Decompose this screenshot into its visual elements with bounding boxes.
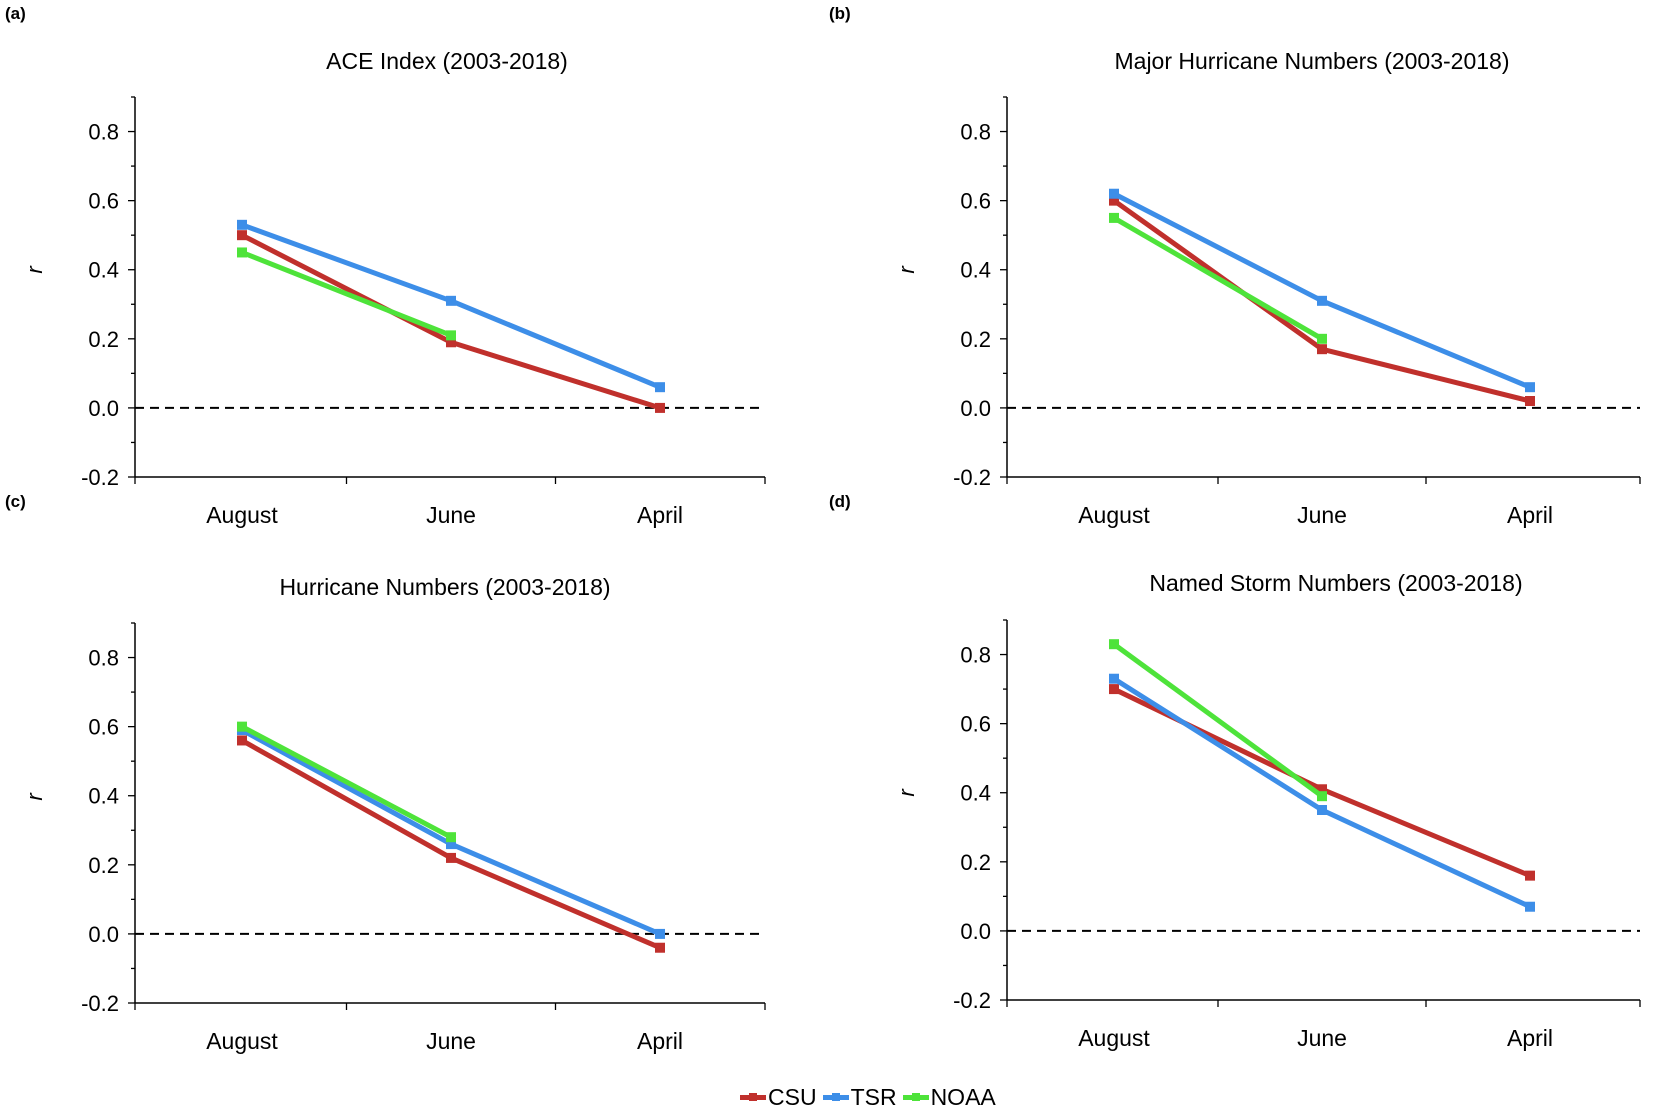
p1-point-csu [1109, 195, 1119, 206]
p1-y-tick-label: -0.2 [953, 465, 991, 490]
p1-y-tick-label: 0.6 [960, 189, 991, 214]
p2-series-noaa [240, 724, 453, 840]
p2-point-csu [655, 942, 665, 953]
p3-y-tick-label: 0.8 [960, 643, 991, 668]
p2-y-tick-label: 0.6 [88, 715, 119, 740]
p0-y-axis-label: r [22, 265, 47, 274]
p0-series-noaa [241, 250, 452, 338]
legend-item-csu: CSU [740, 1084, 817, 1111]
p2-point-tsr [655, 928, 665, 939]
p1-y-tick-label: 0.2 [960, 327, 991, 352]
p3-point-tsr [1109, 673, 1119, 684]
p1-y-axis-label: r [894, 265, 919, 274]
p1-point-tsr [1525, 382, 1535, 393]
p3-y-tick-label: 0.2 [960, 850, 991, 875]
p3-y-tick-label: 0.4 [960, 781, 991, 806]
p0-x-tick-label: April [637, 502, 683, 528]
p3-point-tsr [1317, 805, 1327, 815]
p2-point-csu [237, 735, 247, 746]
p1-x-tick-label: April [1507, 502, 1553, 528]
p1-point-tsr [1109, 188, 1119, 199]
p3-point-tsr [1525, 901, 1535, 912]
p0-y-tick-label: 0.4 [88, 258, 119, 283]
p3-series-noaa [1112, 642, 1324, 799]
p2-x-tick-label: April [637, 1028, 683, 1054]
p2-x-tick-label: June [426, 1028, 476, 1054]
panel-label-c: (c) [5, 492, 26, 511]
p0-x-tick-label: June [426, 502, 476, 528]
p1-series-noaa [1112, 215, 1324, 341]
p0-y-tick-label: -0.2 [81, 465, 119, 490]
p0-point-tsr [655, 382, 665, 393]
p2-x-tick-label: August [206, 1028, 278, 1054]
p3-point-csu [1525, 870, 1535, 881]
p1-point-csu [1525, 396, 1535, 406]
p0-point-noaa [237, 247, 247, 258]
p0-point-tsr [237, 219, 247, 230]
p0-series-tsr [241, 222, 661, 390]
p3-point-csu [1109, 684, 1119, 695]
panel-label-a: (a) [5, 4, 26, 23]
p2-y-axis-label: r [22, 792, 47, 801]
p0-point-noaa [446, 330, 456, 341]
p1-point-noaa [1109, 212, 1119, 223]
chart-title-b: Major Hurricane Numbers (2003-2018) [1114, 48, 1510, 74]
panel-label-b: (b) [829, 4, 851, 23]
legend-label-tsr: TSR [850, 1084, 897, 1110]
p1-y-tick-label: 0.8 [960, 120, 991, 145]
p1-point-tsr [1317, 295, 1327, 306]
p3-point-csu [1317, 784, 1327, 795]
legend-item-tsr: TSR [822, 1084, 897, 1111]
p0-x-tick-label: August [206, 502, 278, 528]
p3-point-noaa [1109, 639, 1119, 650]
chart-title-d: Named Storm Numbers (2003-2018) [1149, 570, 1523, 596]
p2-y-tick-label: -0.2 [81, 991, 119, 1016]
p0-point-tsr [446, 295, 456, 306]
p1-x-tick-label: June [1297, 502, 1347, 528]
p2-point-noaa [237, 721, 247, 732]
p0-series-csu [240, 232, 661, 411]
legend-label-csu: CSU [768, 1084, 817, 1110]
legend: CSU TSR NOAA [740, 1084, 1002, 1111]
p1-y-tick-label: 0.4 [960, 258, 991, 283]
p2-point-csu [446, 852, 456, 863]
p2-point-tsr [446, 839, 456, 850]
legend-item-noaa: NOAA [902, 1084, 996, 1111]
p0-point-csu [655, 402, 665, 413]
p2-y-tick-label: 0.2 [88, 853, 119, 878]
p1-x-tick-label: August [1078, 502, 1150, 528]
p2-y-tick-label: 0.4 [88, 784, 119, 809]
p1-y-tick-label: 0.0 [960, 396, 991, 421]
p3-y-axis-label: r [894, 788, 919, 797]
panel-label-d: (d) [829, 492, 851, 511]
p2-y-tick-label: 0.0 [88, 922, 119, 947]
p1-point-noaa [1317, 333, 1327, 344]
p1-series-tsr [1112, 191, 1531, 390]
p3-x-tick-label: April [1507, 1025, 1553, 1051]
p0-y-tick-label: 0.2 [88, 327, 119, 352]
p0-y-tick-label: 0.8 [88, 120, 119, 145]
chart-title-c: Hurricane Numbers (2003-2018) [279, 574, 611, 600]
p3-x-tick-label: June [1297, 1025, 1347, 1051]
p3-x-tick-label: August [1078, 1025, 1150, 1051]
p3-y-tick-label: -0.2 [953, 988, 991, 1013]
p3-y-tick-label: 0.6 [960, 712, 991, 737]
p2-y-tick-label: 0.8 [88, 646, 119, 671]
legend-swatch-tsr [822, 1093, 849, 1101]
p2-point-noaa [446, 832, 456, 843]
p3-y-tick-label: 0.0 [960, 919, 991, 944]
p0-point-csu [237, 230, 247, 241]
p0-y-tick-label: 0.0 [88, 396, 119, 421]
p3-point-noaa [1317, 791, 1327, 802]
p1-point-csu [1317, 344, 1327, 355]
legend-label-noaa: NOAA [930, 1084, 996, 1110]
p0-point-csu [446, 337, 456, 348]
p0-y-tick-label: 0.6 [88, 189, 119, 214]
legend-swatch-noaa [902, 1093, 929, 1101]
legend-swatch-csu [740, 1093, 766, 1101]
chart-title-a: ACE Index (2003-2018) [326, 48, 568, 74]
